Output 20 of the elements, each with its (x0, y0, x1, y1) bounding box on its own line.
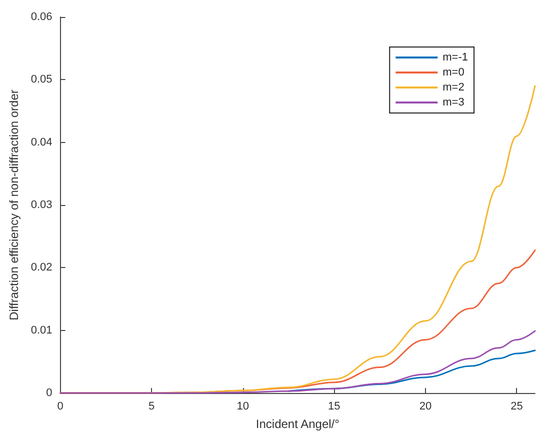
y-tick-label: 0.04 (30, 136, 52, 148)
legend-label: m=-1 (442, 52, 468, 64)
y-tick-label: 0.01 (30, 324, 52, 336)
y-tick-label: 0.02 (30, 262, 52, 274)
y-axis-title: Diffraction efficiency of non-diffraction order (7, 90, 21, 320)
legend-label: m=0 (442, 66, 464, 78)
y-tick-label: 0 (46, 387, 52, 399)
y-tick-label: 0.05 (30, 74, 52, 86)
x-tick-label: 5 (148, 400, 155, 412)
legend-label: m=3 (442, 96, 464, 108)
x-tick-label: 20 (419, 400, 432, 412)
line-series (288, 350, 536, 392)
x-tick-label: 10 (236, 400, 250, 412)
x-axis-title: Incident Angel/° (256, 417, 340, 431)
y-tick-label: 0.03 (30, 199, 52, 211)
legend-label: m=2 (442, 82, 464, 94)
x-tick-label: 0 (57, 400, 64, 412)
x-tick-label: 15 (328, 400, 340, 412)
y-tick-label: 0.06 (30, 11, 52, 23)
x-tick-label: 25 (510, 400, 523, 412)
